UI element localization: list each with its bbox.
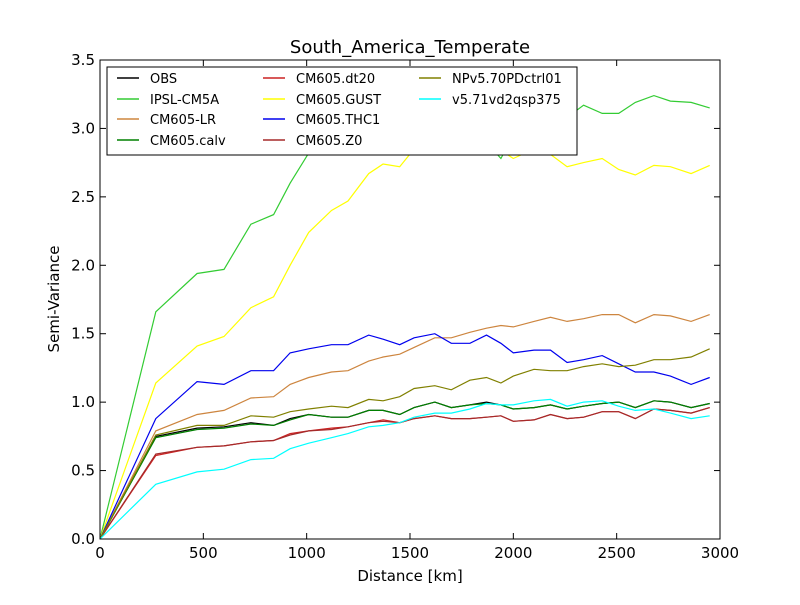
x-tick-label-4: 2000 [494,544,532,562]
y-tick-label-1: 0.5 [71,462,95,480]
series-line-9 [100,398,710,539]
chart-title: South_America_Temperate [290,37,530,58]
legend: OBS IPSL-CM5A CM605-LR CM605.calv CM605.dt20… [106,66,578,156]
legend-label-4: CM605.dt20 [296,72,375,87]
x-tick-label-0: 0 [95,544,105,562]
series-line-3 [100,400,710,539]
legend-label-6: CM605.THC1 [296,113,380,128]
x-tick-label-3: 1500 [391,544,429,562]
x-tick-label-6: 3000 [701,544,739,562]
series-line-6 [100,333,710,539]
legend-label-3: CM605.calv [150,134,226,149]
series-line-8 [100,348,710,539]
y-axis-label: Semi-Variance [45,246,63,353]
legend-label-0: OBS [150,72,177,87]
legend-label-9: v5.71vd2qsp375 [452,93,561,108]
x-tick-label-2: 1000 [288,544,326,562]
y-tick-label-6: 3.0 [71,119,95,137]
y-tick-label-4: 2.0 [71,256,95,274]
series-line-2 [100,313,710,539]
legend-label-1: IPSL-CM5A [150,93,219,108]
legend-label-8: NPv5.70PDctrl01 [452,72,562,87]
x-tick-label-5: 2500 [598,544,636,562]
legend-box [106,66,578,156]
y-tick-label-3: 1.5 [71,325,95,343]
legend-label-5: CM605.GUST [296,93,381,108]
y-tick-label-5: 2.5 [71,188,95,206]
y-tick-label-7: 3.5 [71,51,95,69]
series-line-7 [100,407,710,539]
y-tick-label-2: 1.0 [71,393,95,411]
x-axis: 0 500 1000 1500 2000 2500 3000 [95,60,739,562]
y-tick-label-0: 0.0 [71,530,95,548]
x-axis-label: Distance [km] [357,567,462,585]
legend-label-2: CM605-LR [150,113,216,128]
x-tick-label-1: 500 [189,544,218,562]
y-axis: 0.0 0.5 1.0 1.5 2.0 2.5 3.0 3.5 [71,51,720,548]
legend-label-7: CM605.Z0 [296,134,362,149]
